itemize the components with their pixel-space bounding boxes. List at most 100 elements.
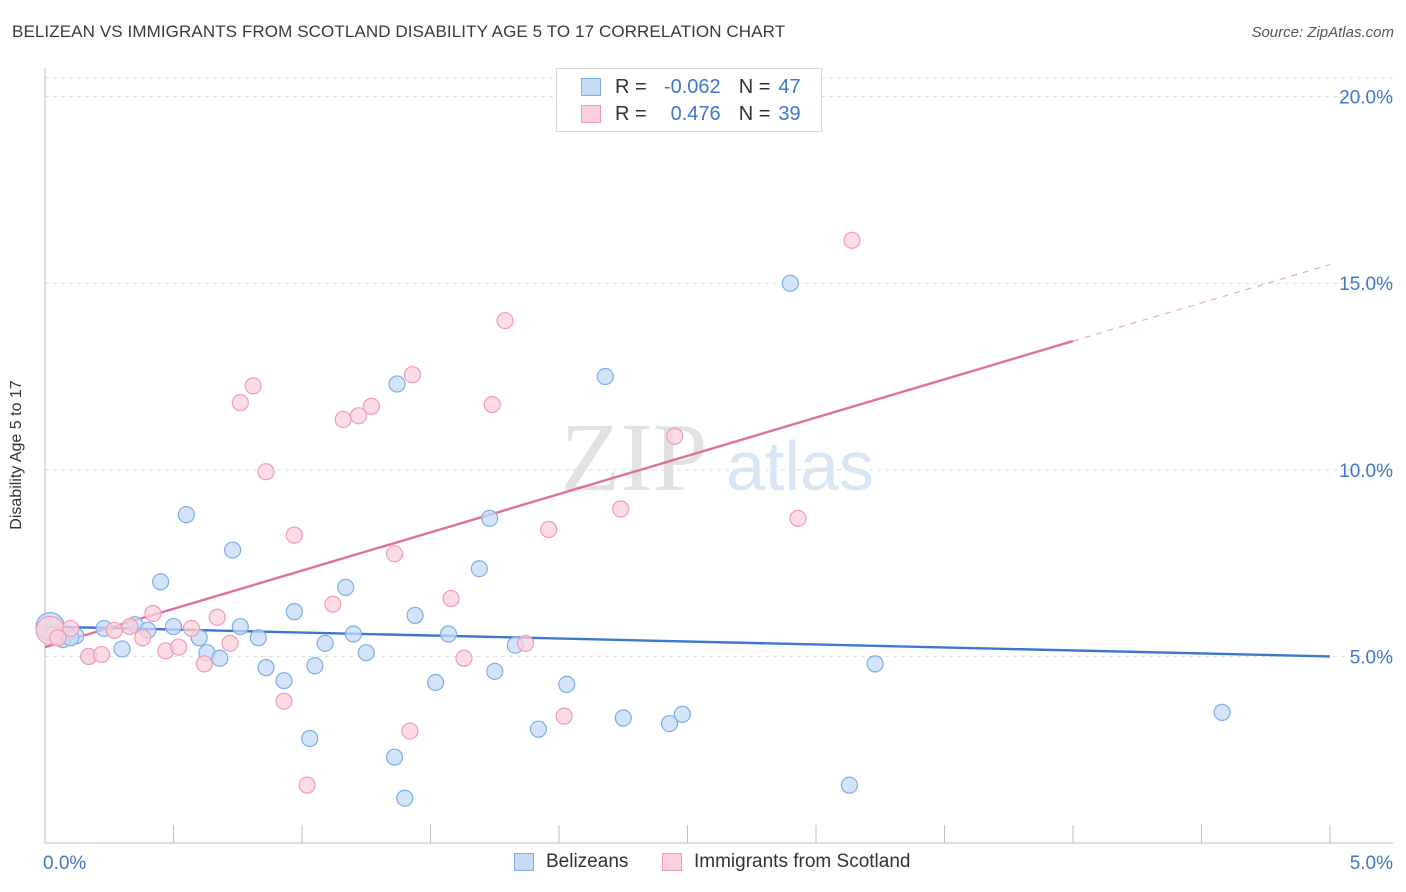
point-belizeans <box>660 714 679 733</box>
point-belizeans <box>306 657 324 675</box>
point-belizeans <box>257 659 275 677</box>
point-belizeans <box>486 662 504 680</box>
point-scotland <box>134 629 152 647</box>
point-scotland <box>483 395 501 414</box>
point-scotland <box>362 397 380 415</box>
point-belizeans <box>275 672 293 690</box>
point-belizeans <box>673 705 691 723</box>
legend-row-scotland: R = 0.476 N = 39 <box>581 102 801 126</box>
watermark-zip: ZIP <box>561 404 708 512</box>
point-scotland <box>334 410 352 429</box>
point-scotland <box>49 629 67 647</box>
point-scotland <box>401 722 419 740</box>
point-belizeans <box>113 640 131 658</box>
y-tick-label: 5.0% <box>1350 647 1393 668</box>
y-tick-label: 15.0% <box>1339 274 1393 295</box>
point-belizeans <box>481 509 499 527</box>
point-scotland <box>324 595 342 613</box>
point-scotland <box>666 427 684 445</box>
point-scotland <box>516 634 535 652</box>
point-scotland <box>208 608 226 626</box>
point-belizeans <box>781 274 799 292</box>
point-belizeans <box>177 506 195 524</box>
point-belizeans <box>385 748 404 766</box>
point-scotland <box>612 500 630 518</box>
point-scotland <box>843 231 861 249</box>
n-value: 39 <box>778 102 801 125</box>
x-tick-label-left: 0.0% <box>43 853 86 874</box>
point-scotland <box>442 589 460 608</box>
point-belizeans <box>316 634 334 652</box>
point-scotland <box>182 619 201 638</box>
tick-labels: 5.0% 10.0% 15.0% 20.0% 0.0% 5.0% <box>43 88 1393 874</box>
legend-swatch-belizeans <box>514 853 534 871</box>
trend-line-scotland <box>44 339 1074 649</box>
legend-label-belizeans: Belizeans <box>546 851 629 872</box>
point-scotland <box>385 545 404 563</box>
data-points <box>35 231 1231 807</box>
point-scotland <box>496 311 514 330</box>
point-scotland <box>789 509 807 527</box>
point-belizeans <box>596 367 614 386</box>
gridlines <box>45 77 1393 657</box>
y-tick-label: 20.0% <box>1339 88 1393 109</box>
chart-title: BELIZEAN VS IMMIGRANTS FROM SCOTLAND DIS… <box>12 22 786 41</box>
point-scotland <box>195 655 213 673</box>
point-belizeans <box>427 673 445 692</box>
y-tick-label: 10.0% <box>1339 461 1393 482</box>
n-label: N = <box>738 102 771 125</box>
watermark-atlas: atlas <box>726 427 874 505</box>
legend-item-scotland[interactable]: Immigrants from Scotland <box>662 851 910 873</box>
point-belizeans <box>529 720 548 738</box>
legend-swatch-belizeans <box>581 78 601 96</box>
r-label: R = <box>615 102 647 125</box>
legend-swatch-scotland <box>662 853 682 871</box>
point-scotland <box>298 776 316 794</box>
axes <box>44 68 1393 844</box>
r-value: -0.062 <box>663 75 721 98</box>
trend-line-scotland-extension <box>1072 264 1331 342</box>
point-belizeans <box>344 625 362 643</box>
point-belizeans <box>406 606 424 624</box>
point-belizeans <box>285 603 303 621</box>
x-tick-label-right: 5.0% <box>1350 853 1393 874</box>
point-scotland <box>231 394 249 412</box>
r-value: 0.476 <box>670 102 721 125</box>
point-belizeans <box>152 573 170 591</box>
point-scotland <box>275 692 293 710</box>
legend-swatch-scotland <box>581 105 601 123</box>
point-belizeans <box>231 617 249 636</box>
legend-label-scotland: Immigrants from Scotland <box>694 851 911 872</box>
point-scotland <box>144 604 162 623</box>
point-belizeans <box>1213 703 1231 721</box>
point-belizeans <box>558 675 576 694</box>
point-scotland <box>121 617 139 636</box>
legend-row-belizeans: R = -0.062 N = 47 <box>581 75 801 99</box>
point-scotland <box>62 619 80 638</box>
point-scotland <box>555 707 573 725</box>
point-belizeans <box>337 578 355 596</box>
point-scotland <box>105 621 123 639</box>
point-scotland <box>403 366 422 384</box>
r-label: R = <box>615 75 647 98</box>
point-scotland <box>455 649 473 667</box>
point-belizeans <box>396 789 414 807</box>
point-scotland <box>285 526 303 544</box>
point-belizeans <box>224 541 242 559</box>
point-belizeans <box>866 655 884 673</box>
point-belizeans <box>301 729 319 748</box>
y-axis-label: Disability Age 5 to 17 <box>8 380 25 530</box>
series-legend: Belizeans Immigrants from Scotland <box>0 851 1406 877</box>
point-belizeans <box>388 375 406 393</box>
correlation-legend: R = -0.062 N = 47 R = 0.476 N = 39 <box>556 68 822 132</box>
point-belizeans <box>249 629 267 647</box>
point-belizeans <box>840 776 859 794</box>
point-belizeans <box>439 625 458 643</box>
point-belizeans <box>357 644 375 662</box>
point-scotland <box>244 377 262 395</box>
legend-item-belizeans[interactable]: Belizeans <box>514 851 628 873</box>
point-scotland <box>170 638 188 656</box>
point-scotland <box>221 634 239 652</box>
point-belizeans <box>164 617 183 636</box>
